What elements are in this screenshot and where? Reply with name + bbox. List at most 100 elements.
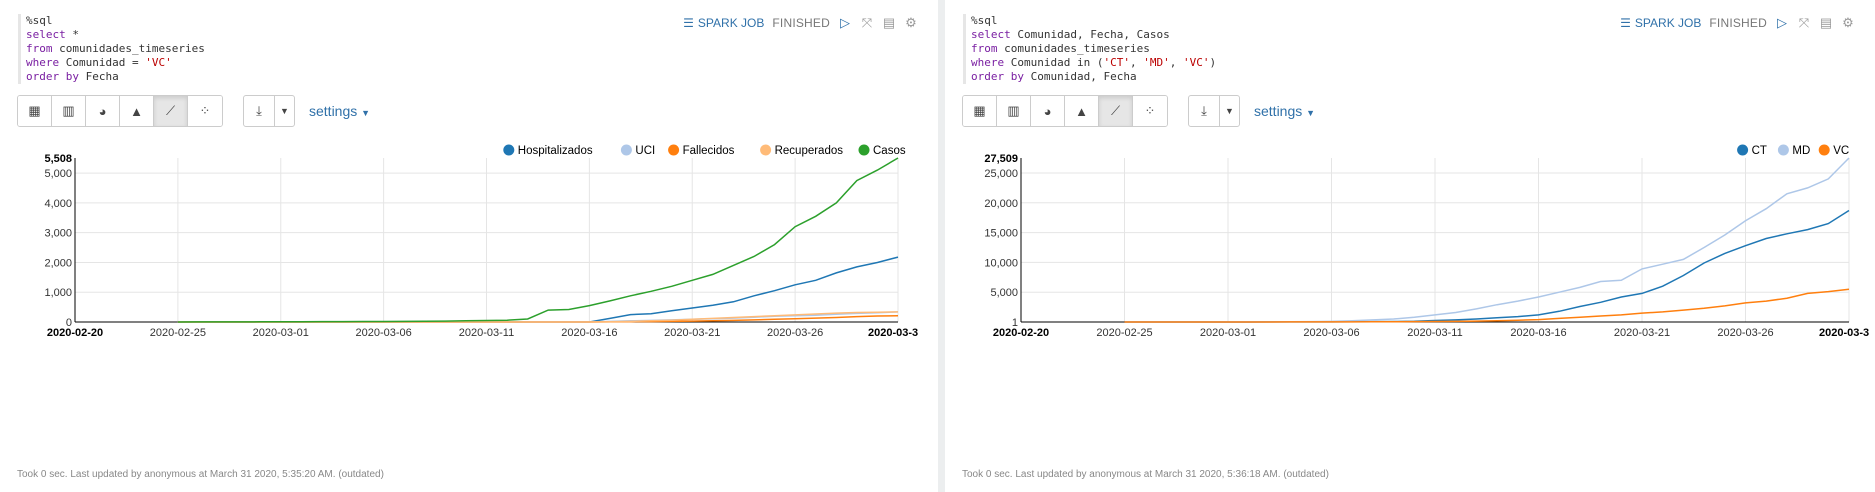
pie-chart-icon: ◕ — [1043, 103, 1052, 119]
legend-dot[interactable] — [620, 144, 632, 156]
code-token: from — [26, 42, 53, 55]
line-chart-button[interactable]: ⟋ — [1099, 96, 1133, 126]
pie-chart-icon: ◕ — [98, 103, 107, 119]
code-token: comunidades_timeseries — [52, 42, 205, 55]
legend-dot[interactable] — [1818, 144, 1830, 156]
spark-job-icon: ☰ — [1620, 16, 1631, 30]
area-chart-button[interactable]: ▲ — [120, 96, 154, 126]
x-tick-label: 2020-03-06 — [355, 327, 411, 339]
paragraph-header: ☰ SPARK JOB FINISHED ▷ ⤧ ▤ ⚙ — [683, 15, 918, 31]
series-line-uci — [177, 311, 899, 323]
paragraph-footer: Took 0 sec. Last updated by anonymous at… — [17, 469, 384, 480]
status-label: FINISHED — [772, 16, 830, 30]
table-icon: ▦ — [973, 103, 986, 118]
code-line: %sql — [26, 14, 618, 28]
bar-chart-icon: ▥ — [62, 103, 75, 118]
run-icon[interactable]: ▷ — [840, 15, 850, 30]
code-token: ) — [1209, 56, 1217, 69]
spark-job-link[interactable]: ☰ SPARK JOB — [683, 16, 764, 30]
spark-job-label: SPARK JOB — [697, 16, 765, 30]
area-chart-button[interactable]: ▲ — [1065, 96, 1099, 126]
code-editor[interactable]: %sql select Comunidad, Fecha, Casos from c… — [963, 14, 1563, 84]
x-tick-label: 2020-02-20 — [47, 327, 103, 339]
code-line: where Comunidad = 'VC' — [26, 56, 618, 70]
x-tick-label: 2020-02-25 — [150, 327, 206, 339]
code-token: select — [971, 28, 1011, 41]
code-line: select * — [26, 28, 618, 42]
download-button[interactable]: ⤓ — [244, 96, 274, 126]
x-tick-label: 2020-03-21 — [1614, 327, 1670, 339]
scatter-chart-button[interactable]: ⁘ — [188, 96, 222, 126]
area-chart-icon: ▲ — [130, 103, 143, 119]
legend-label[interactable]: Casos — [873, 145, 906, 157]
visualization-toolbar: ▦ ▥ ◕ ▲ ⟋ ⁘ ⤓ ▼ settings ▼ — [17, 95, 370, 127]
line-chart-icon: ⟋ — [1110, 103, 1121, 118]
x-tick-label: 2020-03-11 — [1407, 327, 1462, 339]
y-tick-label: 5,000 — [990, 287, 1018, 299]
x-tick-label: 2020-02-25 — [1096, 327, 1152, 339]
y-tick-label: 4,000 — [44, 198, 72, 210]
legend-dot[interactable] — [1737, 144, 1749, 156]
spark-job-icon: ☰ — [683, 16, 694, 30]
download-icon: ⤓ — [1201, 103, 1207, 118]
legend-dot[interactable] — [668, 144, 680, 156]
settings-toggle[interactable]: settings ▼ — [1254, 103, 1315, 119]
legend-label[interactable]: MD — [1792, 145, 1810, 157]
table-view-button[interactable]: ▦ — [963, 96, 997, 126]
expand-icon[interactable]: ⤧ — [1798, 15, 1810, 30]
download-dropdown[interactable]: ▼ — [274, 96, 294, 126]
legend-dot[interactable] — [503, 144, 515, 156]
y-tick-label: 3,000 — [44, 228, 72, 240]
bar-chart-button[interactable]: ▥ — [997, 96, 1031, 126]
book-icon[interactable]: ▤ — [1819, 15, 1833, 30]
settings-label: settings — [1254, 103, 1303, 119]
pie-chart-button[interactable]: ◕ — [1031, 96, 1065, 126]
line-chart-button[interactable]: ⟋ — [154, 96, 188, 126]
download-dropdown[interactable]: ▼ — [1219, 96, 1239, 126]
series-line-ct — [1124, 209, 1850, 323]
y-tick-label: 27,509 — [984, 153, 1018, 165]
scatter-chart-button[interactable]: ⁘ — [1133, 96, 1167, 126]
gear-icon[interactable]: ⚙ — [1842, 15, 1854, 30]
code-token: %sql — [971, 14, 998, 27]
code-token: comunidades_timeseries — [997, 42, 1150, 55]
legend-label[interactable]: UCI — [635, 145, 655, 157]
legend-dot[interactable] — [858, 144, 870, 156]
code-line: select Comunidad, Fecha, Casos — [971, 28, 1563, 42]
legend-label[interactable]: Fallecidos — [683, 145, 735, 157]
legend-dot[interactable] — [1777, 144, 1789, 156]
paragraph-header: ☰ SPARK JOB FINISHED ▷ ⤧ ▤ ⚙ — [1620, 15, 1855, 31]
download-icon: ⤓ — [256, 103, 262, 118]
series-line-recuperados — [177, 311, 899, 323]
code-token: 'CT' — [1103, 56, 1130, 69]
x-tick-label: 2020-03-26 — [1717, 327, 1773, 339]
pie-chart-button[interactable]: ◕ — [86, 96, 120, 126]
caret-down-icon: ▼ — [1306, 108, 1316, 118]
run-icon[interactable]: ▷ — [1777, 15, 1787, 30]
settings-toggle[interactable]: settings ▼ — [309, 103, 370, 119]
x-tick-label: 2020-03-16 — [1510, 327, 1566, 339]
spark-job-link[interactable]: ☰ SPARK JOB — [1620, 16, 1701, 30]
legend-label[interactable]: Recuperados — [775, 145, 844, 157]
book-icon[interactable]: ▤ — [882, 15, 896, 30]
code-token: where — [971, 56, 1005, 69]
table-view-button[interactable]: ▦ — [18, 96, 52, 126]
code-token: 'MD' — [1143, 56, 1170, 69]
code-line: where Comunidad in ('CT', 'MD', 'VC') — [971, 56, 1563, 70]
download-button[interactable]: ⤓ — [1189, 96, 1219, 126]
code-token: 'VC' — [1182, 56, 1210, 69]
bar-chart-button[interactable]: ▥ — [52, 96, 86, 126]
gear-icon[interactable]: ⚙ — [905, 15, 917, 30]
series-line-hospitalizados — [177, 256, 899, 323]
legend-label[interactable]: Hospitalizados — [518, 145, 593, 157]
code-editor[interactable]: %sql select * from comunidades_timeseries w… — [18, 14, 618, 84]
y-tick-label: 1 — [1012, 317, 1018, 329]
code-token: Comunidad in ( — [1004, 56, 1104, 69]
paragraph-1: %sql select * from comunidades_timeseries w… — [17, 14, 919, 480]
expand-icon[interactable]: ⤧ — [861, 15, 873, 30]
legend-dot[interactable] — [760, 144, 772, 156]
legend-label[interactable]: VC — [1833, 145, 1849, 157]
legend-label[interactable]: CT — [1752, 145, 1767, 157]
code-token: %sql — [26, 14, 53, 27]
x-tick-label: 2020-03-11 — [459, 327, 514, 339]
